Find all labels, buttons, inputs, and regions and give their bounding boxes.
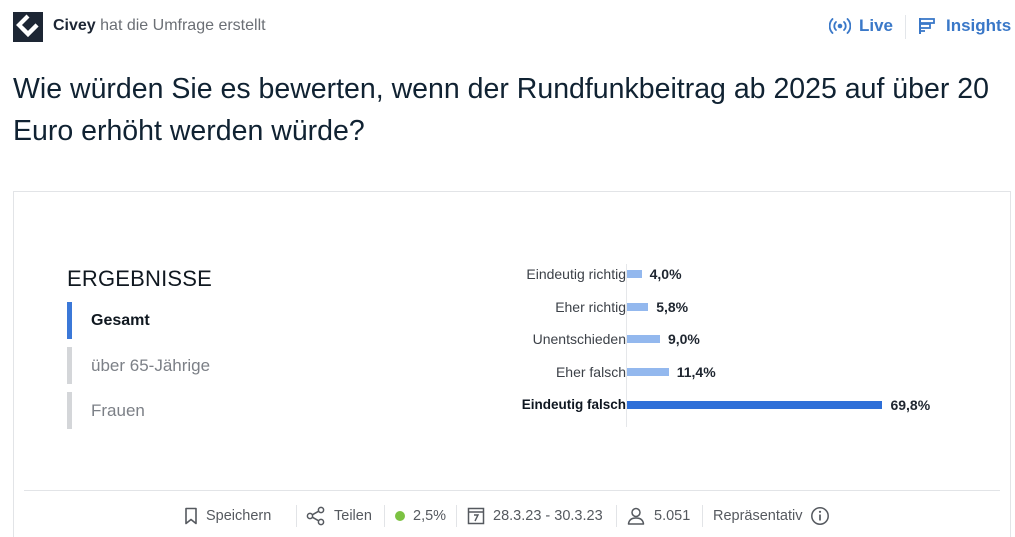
chart-bar: [627, 303, 649, 311]
chart-row: Eher falsch 11,4%: [474, 362, 994, 382]
filter-tab-ueber-65[interactable]: über 65-Jährige: [67, 347, 210, 384]
share-icon: [306, 506, 325, 526]
user-icon: [627, 507, 645, 525]
inactive-indicator: [67, 392, 72, 429]
filter-label: über 65-Jährige: [91, 355, 211, 375]
representative-label: Repräsentativ: [713, 508, 803, 524]
insights-button[interactable]: Insights: [918, 16, 1011, 36]
insights-label: Insights: [946, 16, 1012, 35]
error-margin: 2,5%: [395, 504, 446, 528]
chart-bar: [627, 335, 660, 343]
chart-value-label: 5,8%: [656, 299, 689, 315]
active-indicator: [67, 302, 72, 339]
chart-category-label: Eindeutig falsch: [521, 397, 626, 412]
error-margin-value: 2,5%: [413, 508, 447, 524]
date-range: 28.3.23 - 30.3.23: [467, 504, 603, 528]
filter-tab-frauen[interactable]: Frauen: [67, 392, 210, 429]
live-label: Live: [859, 16, 894, 35]
author-name[interactable]: Civey: [53, 17, 96, 34]
results-bar-chart: Eindeutig richtig 4,0% Eher richtig 5,8% Une…: [474, 264, 994, 434]
status-dot-icon: [395, 511, 405, 521]
share-button[interactable]: Teilen: [306, 504, 372, 528]
chart-row: Eindeutig richtig 4,0%: [474, 264, 994, 284]
save-label: Speichern: [206, 508, 272, 524]
chart-bar: [627, 368, 669, 376]
representative-info[interactable]: Repräsentativ: [713, 504, 830, 528]
calendar-icon: [467, 507, 485, 525]
filter-label: Gesamt: [91, 311, 150, 329]
chart-category-label: Unentschieden: [532, 331, 626, 347]
author-action: hat die Umfrage erstellt: [100, 17, 266, 34]
chart-value-label: 9,0%: [667, 331, 700, 347]
poll-question: Wie würden Sie es bewerten, wenn der Run…: [13, 73, 989, 147]
chart-value-label: 69,8%: [890, 397, 931, 413]
chart-category-label: Eindeutig richtig: [526, 266, 626, 282]
footer-divider: [296, 505, 297, 527]
broadcast-icon: [829, 18, 851, 34]
date-range-value: 28.3.23 - 30.3.23: [493, 508, 603, 524]
results-filter-list: Gesamt über 65-Jährige Frauen: [67, 302, 210, 437]
chart-row: Eher richtig 5,8%: [474, 297, 994, 317]
chart-value-label: 11,4%: [676, 364, 716, 380]
chart-row: Eindeutig falsch 69,8%: [474, 395, 994, 415]
author-line: Civey hat die Umfrage erstellt: [53, 17, 266, 35]
page-header: Civey hat die Umfrage erstellt Live Insi…: [0, 0, 1015, 56]
save-button[interactable]: Speichern: [184, 504, 271, 528]
participants-value: 5.051: [654, 508, 691, 524]
bookmark-icon: [185, 507, 197, 525]
results-card: ERGEBNISSE Gesamt über 65-Jährige Frauen…: [13, 191, 1011, 537]
poll-footer: Speichern Teilen 2,5% 28.3.23 - 30.3: [14, 504, 1012, 528]
footer-divider: [702, 505, 703, 527]
chart-category-label: Eher falsch: [555, 364, 626, 380]
results-heading: ERGEBNISSE: [67, 266, 213, 291]
share-label: Teilen: [334, 508, 372, 524]
chart-category-label: Eher richtig: [555, 299, 626, 315]
live-button[interactable]: Live: [829, 16, 893, 36]
insights-icon: [919, 18, 935, 34]
chart-bar: [627, 270, 642, 278]
chart-axis: [626, 264, 627, 427]
chart-bar: [627, 401, 883, 409]
filter-tab-gesamt[interactable]: Gesamt: [67, 302, 210, 339]
info-icon[interactable]: [810, 506, 830, 526]
participants: 5.051: [626, 504, 690, 528]
footer-divider: [24, 490, 1000, 491]
civey-logo-icon[interactable]: [13, 12, 43, 42]
chart-value-label: 4,0%: [649, 266, 682, 282]
header-divider: [905, 15, 906, 39]
footer-divider: [384, 505, 385, 527]
footer-divider: [616, 505, 617, 527]
footer-divider: [456, 505, 457, 527]
filter-label: Frauen: [91, 400, 145, 420]
chart-row: Unentschieden 9,0%: [474, 329, 994, 349]
inactive-indicator: [67, 347, 72, 384]
